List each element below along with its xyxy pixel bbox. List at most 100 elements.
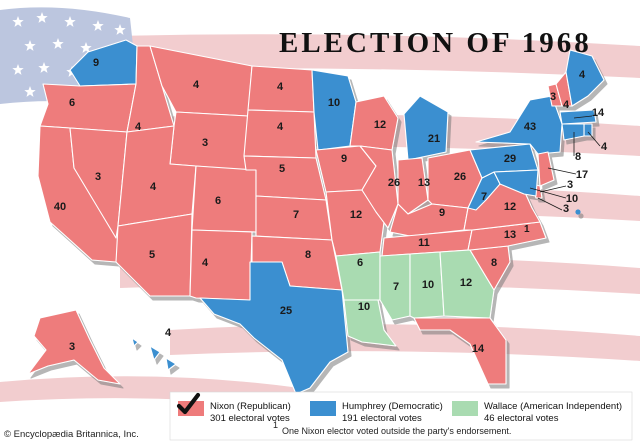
ev-label-tx: 25	[280, 305, 292, 317]
leader-line	[529, 187, 567, 199]
state-mn	[311, 69, 357, 151]
star-icon	[114, 24, 126, 35]
ev-label-ca: 40	[54, 201, 66, 213]
ev-label-ny: 43	[524, 121, 536, 133]
ev-label-pa: 29	[504, 153, 516, 165]
star-icon	[24, 86, 36, 97]
state-fl	[413, 317, 507, 385]
ev-label-tn: 11	[418, 237, 430, 249]
ev-label-co: 6	[215, 195, 221, 207]
leader-line	[547, 167, 577, 175]
ev-label-al: 10	[422, 279, 434, 291]
state-ri	[583, 123, 593, 137]
leader-line	[573, 115, 593, 119]
legend-nixon-votes: 301 electoral votes	[210, 413, 290, 424]
state-or	[39, 83, 137, 133]
leader-line	[537, 197, 563, 211]
legend-nixon-name: Nixon (Republican)	[210, 401, 291, 412]
state-ms	[379, 253, 411, 321]
state-me	[565, 49, 605, 107]
star-icon	[64, 16, 76, 27]
state-ma	[559, 109, 597, 125]
flag-stripe	[170, 324, 640, 361]
star-icon	[36, 12, 48, 23]
star-icon	[12, 64, 24, 75]
state-mi	[403, 95, 449, 161]
state-hi	[131, 337, 177, 371]
ev-label-sd: 4	[277, 121, 284, 133]
state-in	[397, 157, 429, 215]
ev-label-ct: 8	[575, 151, 581, 163]
state-ak	[27, 309, 121, 385]
legend-box	[169, 391, 633, 441]
state-sd	[243, 109, 317, 159]
ev-label-sc: 8	[491, 257, 497, 269]
ev-label-nm: 4	[202, 257, 209, 269]
ev-label-ky: 9	[439, 207, 445, 219]
ev-label-la: 10	[358, 301, 370, 313]
ev-label-in: 13	[418, 177, 430, 189]
ev-label-nc: 13	[504, 229, 516, 241]
star-icon	[92, 20, 104, 31]
ev-label-id: 4	[135, 121, 142, 133]
state-ga	[439, 249, 495, 319]
ev-label-fl: 14	[472, 343, 485, 355]
star-icon	[80, 42, 92, 53]
ev-label-hi: 4	[165, 327, 172, 339]
state-az	[115, 213, 193, 297]
ev-label-il: 26	[388, 177, 400, 189]
state-ct	[561, 123, 585, 141]
legend-wallace-name: Wallace (American Independent)	[484, 401, 622, 412]
state-map	[27, 39, 605, 395]
star-icon	[38, 62, 50, 73]
state-wy	[169, 111, 249, 171]
ev-label-ar: 6	[357, 257, 363, 269]
leader-line	[587, 131, 601, 147]
state-nm	[189, 229, 253, 301]
map-title: ELECTION OF 1968	[279, 27, 592, 59]
ev-label-me: 4	[579, 69, 586, 81]
ev-label-ne: 5	[279, 163, 285, 175]
ev-label-ga: 12	[460, 277, 472, 289]
state-co	[191, 165, 257, 233]
ev-label-mo: 12	[350, 209, 362, 221]
ev-label-mi: 21	[428, 133, 440, 145]
ev-label-mn: 10	[328, 97, 340, 109]
ev-label-ut: 4	[150, 181, 157, 193]
star-icon	[52, 38, 64, 49]
dc-dot	[575, 209, 581, 215]
ev-label-wa: 9	[93, 57, 99, 69]
ev-label-ok: 8	[305, 249, 311, 261]
state-nv	[69, 127, 128, 239]
state-al	[409, 251, 445, 319]
ev-label-nv: 3	[95, 171, 101, 183]
check-mark-icon	[176, 392, 201, 415]
ev-label-ri: 4	[601, 141, 608, 153]
ev-label-dc: 3	[563, 203, 569, 215]
ev-label-md: 10	[566, 193, 578, 205]
ev-label-or: 6	[69, 97, 75, 109]
ev-label-wv: 7	[481, 191, 487, 203]
state-la	[343, 299, 397, 347]
ev-label-ia: 9	[341, 153, 347, 165]
ev-label-vt: 3	[550, 91, 556, 103]
legend-wallace-votes: 46 electoral votes	[484, 413, 559, 424]
state-md	[493, 169, 539, 197]
ev-label-mt: 4	[193, 79, 200, 91]
ev-label-wi: 12	[374, 119, 386, 131]
ev-label-ma: 14	[592, 107, 605, 119]
ev-label-nh: 4	[563, 99, 570, 111]
star-icon	[12, 16, 24, 27]
state-il	[359, 145, 399, 229]
nc-footnote-marker: 1	[524, 224, 530, 235]
ev-label-ms: 7	[393, 281, 399, 293]
ev-label-ks: 7	[293, 209, 299, 221]
ev-label-az: 5	[149, 249, 155, 261]
copyright: © Encyclopædia Britannica, Inc.	[4, 429, 139, 440]
legend-swatch-humphrey	[310, 401, 336, 416]
ev-label-va: 12	[504, 201, 516, 213]
legend-humphrey-votes: 191 electoral votes	[342, 413, 422, 424]
